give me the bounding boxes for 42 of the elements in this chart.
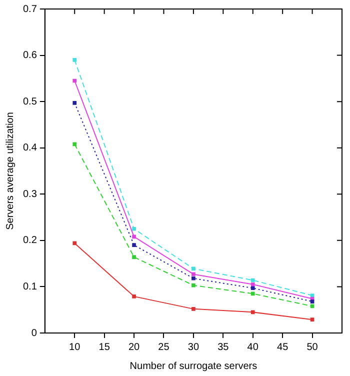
point [72, 241, 77, 246]
point [132, 243, 136, 247]
x-tick-label: 10 [69, 342, 81, 353]
point [310, 300, 314, 304]
point [250, 286, 255, 290]
point [250, 282, 255, 286]
point [72, 78, 77, 83]
x-tick-label: 45 [277, 342, 289, 353]
y-axis-title: Servers average utilization [4, 112, 16, 230]
y-tick-label: 0.1 [22, 281, 38, 292]
point [132, 294, 136, 298]
point [72, 101, 77, 105]
point [192, 283, 196, 288]
point [192, 307, 196, 311]
x-tick-label: 40 [247, 342, 259, 353]
x-axis-title: Number of surrogate servers [130, 360, 258, 372]
y-tick-label: 0.4 [22, 142, 38, 154]
point [192, 276, 196, 280]
point [192, 266, 196, 271]
x-tick-label: 25 [158, 342, 170, 353]
point [310, 304, 314, 308]
point [132, 226, 136, 231]
point [132, 255, 136, 260]
point [72, 142, 77, 146]
point [250, 292, 255, 296]
point [132, 234, 136, 239]
y-tick-label: 0.3 [22, 188, 38, 200]
y-tick-label: 0 [31, 328, 38, 339]
x-tick-label: 20 [128, 342, 140, 353]
point [192, 272, 196, 276]
x-tick-label: 15 [98, 342, 110, 353]
point [310, 318, 314, 322]
point [72, 58, 77, 62]
y-tick-label: 0.2 [22, 235, 38, 246]
y-tick-label: 0.5 [22, 96, 38, 108]
x-tick-label: 30 [188, 342, 200, 353]
x-tick-label: 35 [218, 342, 230, 353]
x-tick-label: 50 [306, 342, 318, 353]
point [250, 278, 255, 282]
point [250, 310, 255, 314]
y-tick-label: 0.7 [22, 4, 38, 15]
y-tick-label: 0.6 [22, 50, 38, 62]
